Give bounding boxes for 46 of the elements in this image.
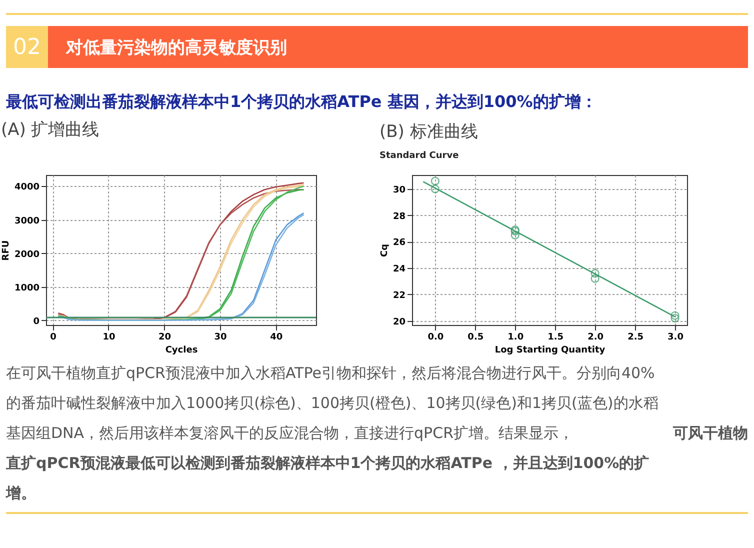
text: 最低可检测出番茄裂解液样本中1个拷贝的水稻ATPe 基因，并达到100%的扩增： bbox=[5, 92, 597, 111]
point bbox=[510, 230, 520, 240]
point bbox=[670, 311, 680, 320]
point bbox=[670, 314, 680, 322]
x-tick-label: 3.0 bbox=[668, 332, 684, 342]
y-tick-label: 2000 bbox=[14, 250, 40, 260]
x-tick-label: 1.5 bbox=[548, 332, 564, 342]
text: 在可风干植物直扩qPCR预混液中加入水稻ATPe引物和探针，然后将混合物进行风干。分别向40% bbox=[6, 364, 655, 382]
x-tick-label: 2.5 bbox=[628, 332, 644, 342]
x-axis-title: Cycles bbox=[165, 346, 198, 356]
y-tick-label: 28 bbox=[392, 212, 406, 222]
chart-subtitle: Standard Curve bbox=[379, 150, 459, 161]
x-tick-label: 2.0 bbox=[588, 332, 604, 342]
y-tick-label: 20 bbox=[392, 317, 406, 328]
text: 可风干植物 bbox=[672, 424, 748, 442]
x-tick-label: 30 bbox=[214, 332, 227, 342]
text: 基因组DNA，然后用该样本复溶风干的反应混合物，直接进行qPCR扩增。结果显示， bbox=[6, 424, 574, 442]
x-tick-label: 0.5 bbox=[468, 332, 484, 342]
y-tick-label: 30 bbox=[392, 185, 406, 196]
y-tick-label: 3000 bbox=[14, 216, 40, 226]
chart-title: (A) 扩增曲线 bbox=[0, 120, 100, 140]
point bbox=[590, 269, 600, 278]
y-axis-title: Cq bbox=[380, 244, 390, 258]
text: 直扩qPCR预混液最低可以检测到番茄裂解液样本中1个拷贝的水稻ATPe ，并且达到100%的扩 bbox=[5, 454, 650, 472]
y-tick-label: 4000 bbox=[14, 182, 40, 193]
y-axis-title: RFU bbox=[1, 240, 12, 261]
text: 的番茄叶碱性裂解液中加入1000拷贝(棕色)、100拷贝(橙色)、10拷贝(绿色)和1拷贝(蓝色)的水稻 bbox=[6, 394, 658, 412]
x-tick-label: 0.0 bbox=[428, 332, 444, 342]
x-tick-label: 20 bbox=[158, 332, 172, 342]
point bbox=[590, 274, 600, 283]
y-tick-label: 1000 bbox=[14, 283, 40, 294]
text: 02 bbox=[13, 35, 41, 60]
y-tick-label: 0 bbox=[33, 316, 40, 327]
point bbox=[430, 184, 440, 194]
x-axis-title: Log Starting Quantity bbox=[494, 346, 606, 356]
y-tick-label: 22 bbox=[392, 290, 406, 301]
text: 增。 bbox=[5, 484, 36, 502]
x-tick-label: 0 bbox=[50, 332, 56, 342]
x-tick-label: 40 bbox=[270, 332, 283, 342]
x-tick-label: 1.0 bbox=[508, 332, 524, 342]
y-tick-label: 26 bbox=[392, 238, 406, 248]
x-tick-label: 10 bbox=[102, 332, 116, 342]
y-tick-label: 24 bbox=[392, 264, 406, 275]
point bbox=[430, 176, 440, 186]
text: 对低量污染物的高灵敏度识别 bbox=[65, 38, 287, 58]
chart-title: (B) 标准曲线 bbox=[379, 122, 478, 142]
